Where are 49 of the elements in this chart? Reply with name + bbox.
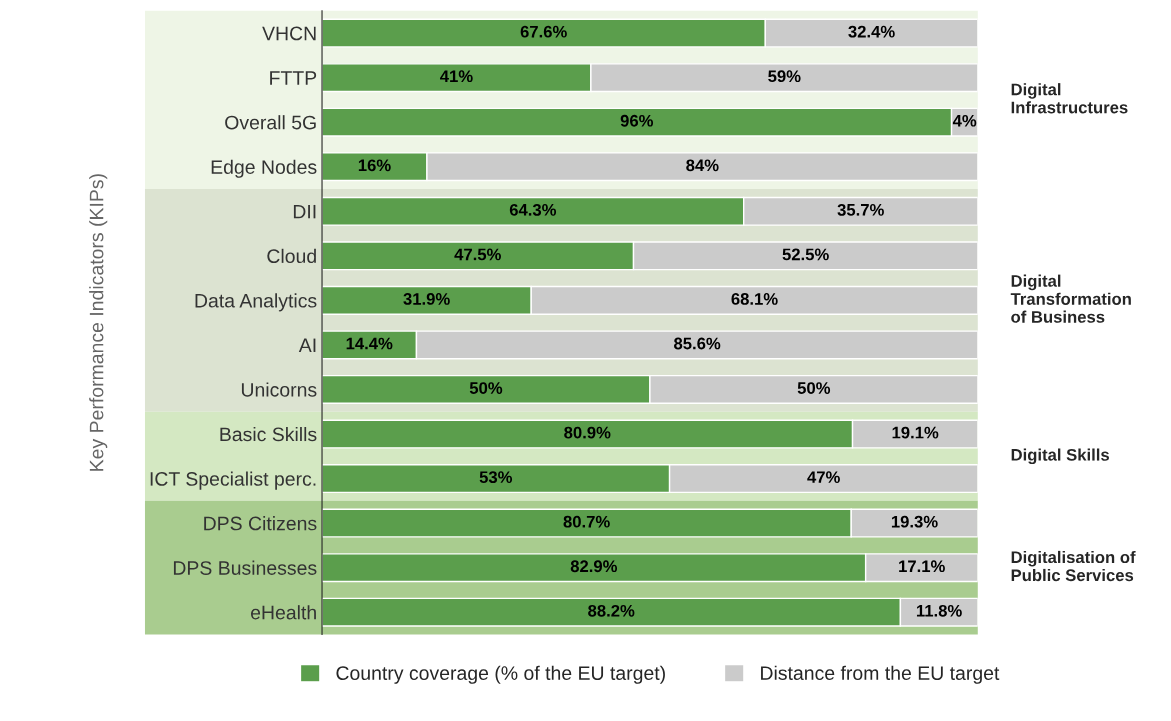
y-axis-title: Key Performance Indicators (KIPs) [89, 174, 108, 471]
y-tick-label: Cloud [267, 248, 316, 264]
data-label: 16% [358, 159, 391, 172]
y-tick-label: DPS Businesses [173, 560, 317, 575]
y-tick-label: Basic Skills [220, 426, 317, 442]
data-label: 17.1% [899, 560, 945, 573]
data-label: 67.6% [520, 25, 567, 38]
data-label: 88.2% [588, 604, 635, 617]
y-tick-label: ICT Specialist perc. [150, 471, 316, 490]
data-label: 53% [479, 471, 513, 484]
y-tick-label: DII [293, 204, 316, 219]
y-tick-label: DPS Citizens [204, 516, 317, 531]
data-label: 80.7% [563, 515, 610, 528]
data-label: 80.9% [564, 426, 611, 439]
data-label: 96% [620, 114, 654, 127]
data-label: 19.3% [891, 515, 938, 528]
y-tick-label: Edge Nodes [211, 159, 317, 178]
y-tick-label: eHealth [250, 605, 316, 620]
data-label: 82.9% [570, 560, 618, 573]
data-label: 64.3% [509, 203, 557, 216]
legend-label: Distance from the EU target [761, 665, 1000, 684]
data-label: 50% [469, 382, 503, 394]
data-label: 11.8% [916, 604, 962, 617]
data-label: 84% [686, 159, 719, 172]
data-label: 47% [807, 471, 840, 483]
data-label: 41% [440, 70, 473, 83]
y-tick-label: VHCN [262, 26, 316, 41]
y-tick-label: Data Analytics [195, 293, 317, 312]
data-label: 52.5% [782, 248, 829, 261]
band-label: Digital Infrastructures [1011, 83, 1128, 114]
y-tick-label: AI [298, 338, 316, 352]
data-label: 68.1% [731, 293, 778, 305]
data-label: 59% [768, 70, 801, 83]
data-label: 14.4% [346, 337, 393, 350]
data-label: 85.6% [674, 337, 721, 350]
data-label: 50% [797, 382, 831, 394]
y-tick-label: Unicorns [241, 382, 317, 397]
band-label: Digital Skills [1011, 448, 1109, 465]
data-label: 19.1% [892, 426, 939, 439]
legend-label: Country coverage (% of the EU target) [336, 665, 665, 684]
data-label: 32.4% [848, 25, 895, 38]
data-label: 47.5% [454, 248, 501, 261]
data-label: 31.9% [403, 293, 450, 305]
band-label: Digitalisation of Public Services [1011, 550, 1136, 582]
band-label: Digital Transformation of Business [1010, 274, 1131, 323]
y-tick-label: FTTP [270, 71, 317, 85]
data-label: 4% [952, 114, 977, 127]
data-label: 35.7% [837, 203, 884, 216]
y-tick-label: Overall 5G [225, 115, 316, 130]
